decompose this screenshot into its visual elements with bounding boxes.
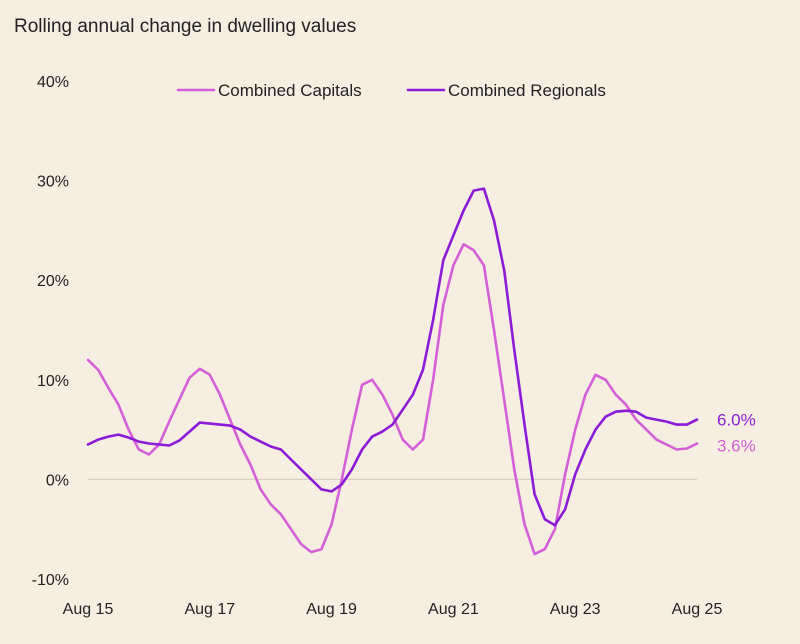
legend-label: Combined Regionals: [448, 81, 606, 100]
x-tick-label: Aug 21: [428, 601, 479, 618]
x-tick-label: Aug 25: [672, 601, 723, 618]
legend-label: Combined Capitals: [218, 81, 362, 100]
y-tick-label: 0%: [46, 472, 69, 489]
end-labels: 6.0% 3.6%: [717, 411, 756, 456]
series-line-combined-regionals: [86, 187, 699, 527]
end-value-label: 6.0%: [717, 411, 756, 430]
x-tick-label: Aug 17: [184, 601, 235, 618]
y-tick-label: 10%: [37, 373, 69, 390]
y-tick-label: -10%: [32, 572, 69, 589]
series-line-combined-capitals: [86, 243, 699, 556]
series-layer: [86, 187, 699, 556]
axis-layer: -10% 0% 10% 20% 30% 40% Aug 15 Aug 17 Aug 19 Aug …: [32, 74, 723, 618]
chart-title: Rolling annual change in dwelling values: [14, 16, 357, 37]
x-tick-label: Aug 15: [63, 601, 114, 618]
end-value-label: 3.6%: [717, 437, 756, 456]
y-tick-label: 30%: [37, 174, 69, 191]
y-tick-label: 20%: [37, 273, 69, 290]
x-tick-label: Aug 19: [306, 601, 357, 618]
legend: Combined Capitals Combined Regionals: [176, 81, 606, 100]
y-tick-label: 40%: [37, 74, 69, 91]
x-tick-label: Aug 23: [550, 601, 601, 618]
